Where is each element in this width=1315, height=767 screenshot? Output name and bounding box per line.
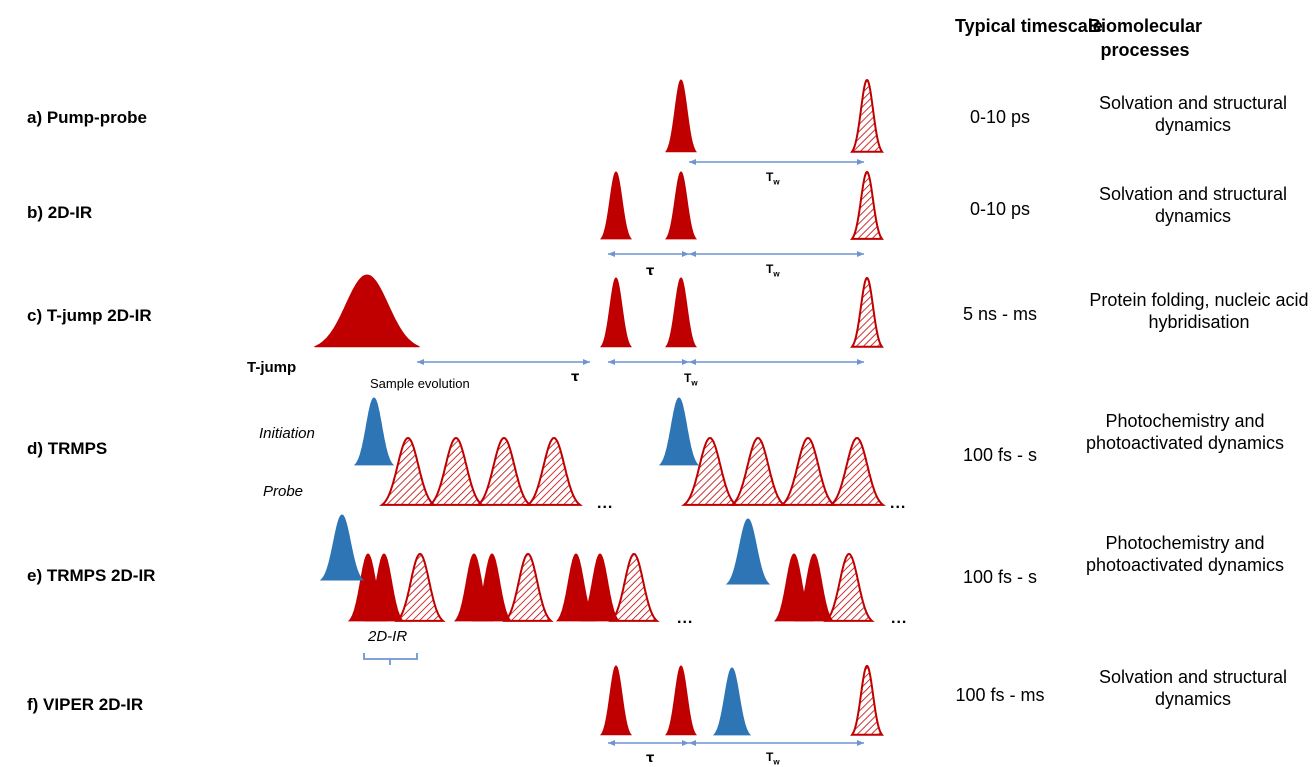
timescale-viper-2d-ir: 100 fs - ms [955,685,1045,705]
pump-pulse [665,277,697,348]
row-label-2d-ir: b) 2D-IR [27,203,93,222]
pump-pulse [471,553,513,622]
timescale-header: Typical timescale [955,16,1103,36]
row-label-trmps: d) TRMPS [27,439,108,458]
probe-pulse [475,436,533,506]
probe-pulse [502,552,554,622]
probe-pulse [729,436,787,506]
two-d-ir-bracket [363,653,418,665]
processes-trmps: Photochemistry and photoactivated dynami… [1085,411,1285,453]
tau-label-2d-ir: τ [646,264,655,279]
probe-pulse [427,436,485,506]
marks-layer [363,653,418,665]
processes-pump-probe: Solvation and structural dynamics [1098,93,1288,135]
initiation-pulse [353,397,395,466]
pump-pulse [793,553,835,622]
probe-pulse [379,436,437,506]
probe-pulse [779,436,837,506]
tw-label-t-jump: Tw [684,371,698,388]
row-label-pump-probe: a) Pump-probe [27,108,147,127]
ellipsis-trmps-1: ... [597,495,614,512]
processes-viper-2d-ir: Solvation and structural dynamics [1098,667,1288,709]
initiation-pulse [725,518,771,585]
tw-label-2d-ir: Tw [766,262,780,279]
pump-pulse [665,171,697,240]
tw-label-viper: Tw [766,750,780,767]
initiation-pulse [658,397,700,466]
processes-t-jump-2d-ir: Protein folding, nucleic acid hybridisat… [1089,290,1309,332]
tau-label-viper: τ [646,751,655,766]
ellipsis-trmps-2: ... [890,495,907,512]
t-jump-label: T-jump [247,359,297,376]
probe-pulse [828,436,886,506]
ellipsis-trmps-2d-ir-2: ... [891,610,908,627]
pulses-layer [314,78,886,736]
pump-pulse [600,171,632,240]
timescale-trmps-2d-ir: 100 fs - s [962,567,1038,587]
timescale-trmps: 100 fs - s [962,445,1038,465]
pump-pulse [665,79,697,153]
tw-label-pump-probe: Tw [766,170,780,187]
initiation-label: Initiation [259,425,315,442]
ellipsis-trmps-2d-ir-1: ... [677,610,694,627]
initiation-pulse [319,514,365,581]
pump-pulse [363,553,405,622]
processes-trmps-2d-ir: Photochemistry and photoactivated dynami… [1085,533,1285,575]
probe-pulse [394,552,446,622]
t-jump-pulse [314,274,420,348]
delay-arrows-layer [417,159,864,746]
processes-header: Biomolecular processes [1087,16,1203,60]
probe-pulse [525,436,583,506]
pump-pulse [600,665,632,736]
timescale-2d-ir: 0-10 ps [969,199,1031,219]
initiation-pulse [712,667,752,736]
sample-evolution-label: Sample evolution [370,376,470,391]
probe-label: Probe [263,483,304,500]
two-d-ir-bracket-label: 2D-IR [368,628,408,645]
probe-pulse [608,552,660,622]
tau-label-t-jump: τ [571,370,580,385]
row-label-t-jump-2d-ir: c) T-jump 2D-IR [27,306,152,325]
pump-pulse [579,553,621,622]
timescale-pump-probe: 0-10 ps [969,107,1031,127]
timescale-t-jump-2d-ir: 5 ns - ms [962,304,1037,324]
probe-pulse [850,170,884,240]
pump-pulse [600,277,632,348]
probe-pulse [823,552,875,622]
row-label-viper-2d-ir: f) VIPER 2D-IR [27,695,144,714]
row-label-trmps-2d-ir: e) TRMPS 2D-IR [27,566,156,585]
processes-2d-ir: Solvation and structural dynamics [1098,184,1288,226]
probe-pulse [850,78,884,153]
probe-pulse [850,276,884,348]
probe-pulse [681,436,739,506]
probe-pulse [850,664,884,736]
pump-pulse [665,665,697,736]
